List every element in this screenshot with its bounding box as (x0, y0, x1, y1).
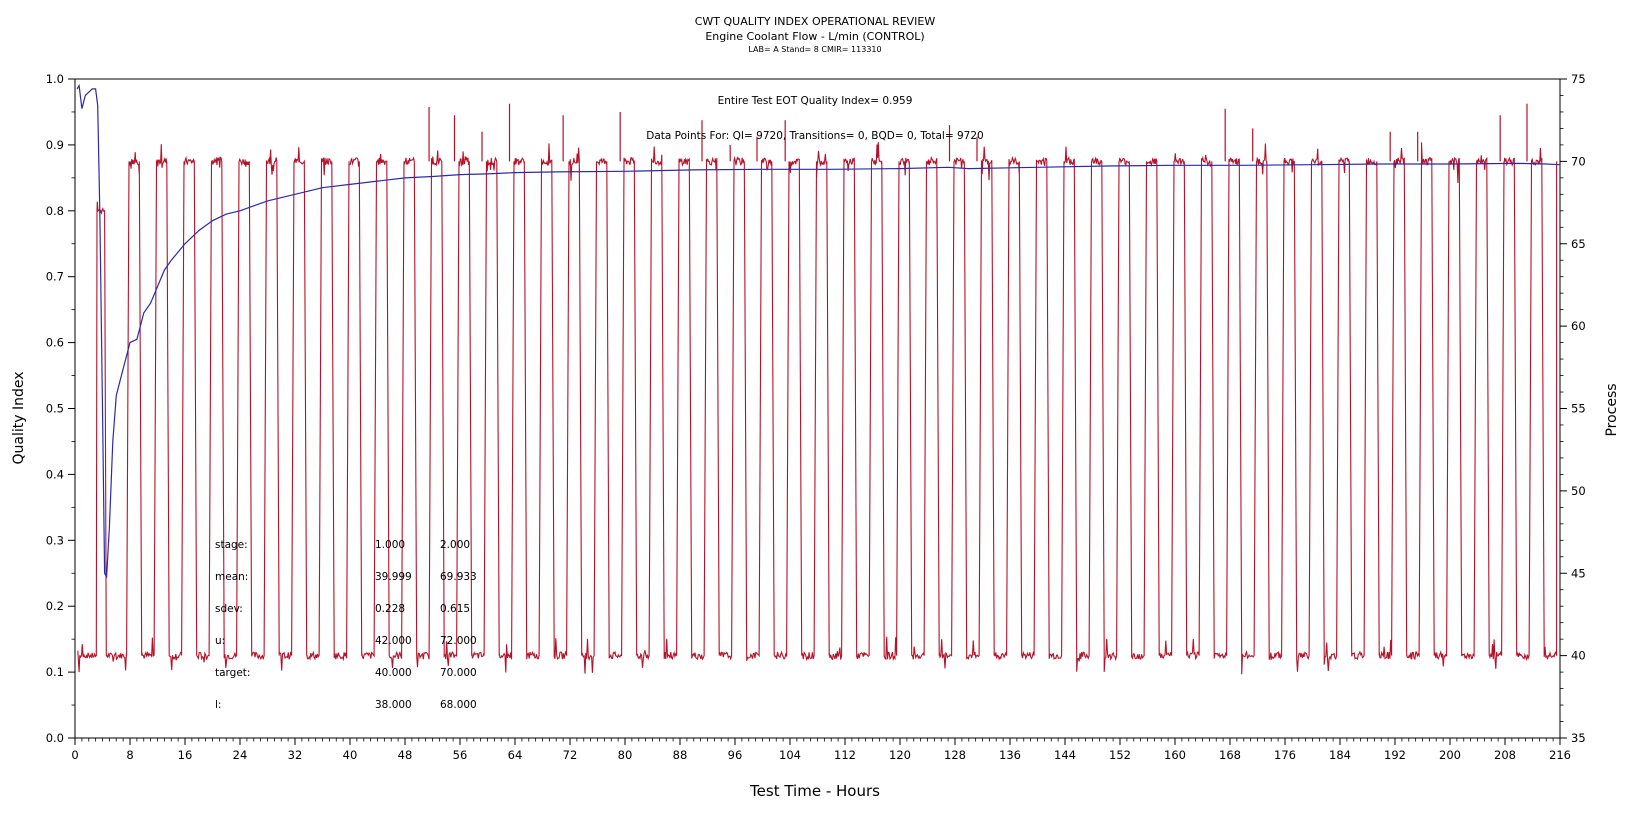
eot-quality-annotation: Entire Test EOT Quality Index= 0.959 (718, 95, 913, 107)
x-tick-label: 152 (1109, 748, 1131, 762)
chart-subtitle-2: LAB= A Stand= 8 CMIR= 113310 (748, 45, 881, 54)
y-left-tick-label: 0.6 (46, 336, 64, 350)
x-tick-label: 80 (618, 748, 633, 762)
y-right-tick-label: 60 (1571, 319, 1586, 333)
x-tick-label: 56 (453, 748, 468, 762)
x-tick-label: 0 (71, 748, 78, 762)
x-tick-label: 200 (1439, 748, 1461, 762)
stats-row-value-1: 0.228 (375, 603, 405, 615)
ticks-layer: 0 8 16 24 32 40 48 56 64 72 80 88 96 104 112 120 128 136 1… (46, 72, 1586, 762)
x-tick-label: 40 (343, 748, 358, 762)
y-left-tick-label: 0.4 (46, 467, 64, 481)
y-right-tick-label: 65 (1571, 237, 1586, 251)
stats-row-label: stage: (215, 539, 248, 551)
stats-row-value-1: 39.999 (375, 571, 412, 583)
stats-row-label: u: (215, 635, 225, 647)
y-left-tick-label: 0.1 (46, 665, 64, 679)
x-axis-label: Test Time - Hours (749, 782, 880, 800)
y-left-tick-label: 0.8 (46, 204, 64, 218)
stats-row-value-1: 40.000 (375, 667, 412, 679)
x-tick-label: 216 (1549, 748, 1571, 762)
y-right-tick-label: 40 (1571, 649, 1586, 663)
stats-row-value-1: 42.000 (375, 635, 412, 647)
x-tick-label: 184 (1329, 748, 1351, 762)
y-right-tick-label: 45 (1571, 566, 1586, 580)
x-tick-label: 88 (673, 748, 688, 762)
x-tick-label: 48 (398, 748, 413, 762)
x-tick-label: 16 (178, 748, 193, 762)
x-tick-label: 128 (944, 748, 966, 762)
x-tick-label: 112 (834, 748, 856, 762)
x-tick-label: 136 (999, 748, 1021, 762)
y-left-tick-label: 0.2 (46, 599, 64, 613)
x-tick-label: 104 (779, 748, 801, 762)
x-tick-label: 176 (1274, 748, 1296, 762)
y-left-tick-label: 0.0 (46, 731, 64, 745)
series-layer (76, 83, 1561, 675)
x-tick-label: 32 (288, 748, 303, 762)
stats-row-value-2: 2.000 (440, 539, 470, 551)
stats-row-value-2: 69.933 (440, 571, 477, 583)
process-series-line (77, 142, 1558, 675)
y-axis-right-label: Process (1604, 383, 1620, 436)
y-left-tick-label: 1.0 (46, 72, 64, 86)
stats-row-value-1: 1.000 (375, 539, 405, 551)
x-tick-label: 24 (233, 748, 248, 762)
y-left-tick-label: 0.9 (46, 138, 64, 152)
y-right-tick-label: 70 (1571, 154, 1586, 168)
y-right-tick-label: 55 (1571, 402, 1586, 416)
stats-table: stage: 1.000 2.000 mean: 39.999 69.933 sdev: 0.… (215, 539, 477, 711)
stats-row-value-2: 72.000 (440, 635, 477, 647)
stats-row-value-2: 70.000 (440, 667, 477, 679)
x-tick-label: 96 (728, 748, 743, 762)
x-tick-label: 208 (1494, 748, 1516, 762)
x-tick-label: 8 (126, 748, 133, 762)
x-tick-label: 72 (563, 748, 578, 762)
quality-index-series-line (76, 83, 1561, 579)
stats-row-label: l: (215, 699, 221, 711)
chart-subtitle: Engine Coolant Flow - L/min (CONTROL) (705, 30, 924, 43)
y-right-tick-label: 50 (1571, 484, 1586, 498)
stats-row-value-1: 38.000 (375, 699, 412, 711)
y-axis-left-label: Quality Index (11, 371, 27, 464)
chart-title: CWT QUALITY INDEX OPERATIONAL REVIEW (695, 15, 936, 28)
x-tick-label: 192 (1384, 748, 1406, 762)
y-left-tick-label: 0.3 (46, 533, 64, 547)
x-tick-label: 120 (889, 748, 911, 762)
x-tick-label: 160 (1164, 748, 1186, 762)
annotation-layer: CWT QUALITY INDEX OPERATIONAL REVIEW Eng… (11, 15, 1620, 800)
y-left-tick-label: 0.7 (46, 270, 64, 284)
y-right-tick-label: 35 (1571, 731, 1586, 745)
x-tick-label: 64 (508, 748, 523, 762)
stats-row-label: sdev: (215, 603, 243, 615)
data-points-annotation: Data Points For: QI= 9720, Transitions= … (646, 130, 983, 142)
stats-row-value-2: 68.000 (440, 699, 477, 711)
x-tick-label: 168 (1219, 748, 1241, 762)
x-tick-label: 144 (1054, 748, 1076, 762)
y-right-tick-label: 75 (1571, 72, 1586, 86)
stats-row-value-2: 0.615 (440, 603, 470, 615)
y-left-tick-label: 0.5 (46, 402, 64, 416)
stats-row-label: target: (215, 667, 250, 679)
stats-row-label: mean: (215, 571, 248, 583)
